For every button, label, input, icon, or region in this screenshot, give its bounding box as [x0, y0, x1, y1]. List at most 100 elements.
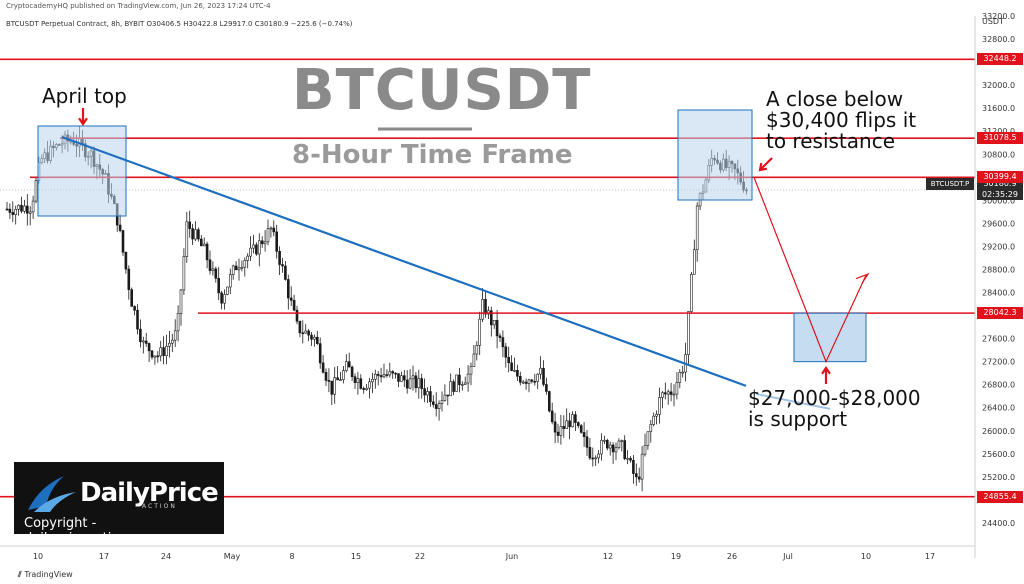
candle-body: [347, 361, 351, 368]
candle-body: [443, 394, 447, 401]
candle-body: [658, 397, 661, 415]
candle-body: [507, 356, 511, 364]
candle-body: [379, 375, 383, 378]
candle-body: [655, 413, 658, 417]
candle-body: [591, 457, 595, 460]
y-tick-label: 28400.0: [982, 289, 1015, 298]
y-tick-label: 29600.0: [982, 219, 1015, 228]
y-tick-label: 29200.0: [982, 242, 1015, 251]
candle-body: [458, 374, 461, 385]
candle-body: [649, 424, 653, 433]
candle-body: [452, 381, 455, 392]
candle-body: [278, 251, 281, 265]
candle-body: [284, 265, 287, 280]
y-tick-label: 31200.0: [982, 127, 1015, 136]
chart-subtitle: 8-Hour Time Frame: [292, 140, 573, 170]
candle-body: [28, 211, 32, 214]
candle-body: [318, 343, 322, 364]
x-tick-label: Jun: [505, 552, 519, 561]
y-tick-label: 31600.0: [982, 104, 1015, 113]
candle-body: [574, 414, 577, 423]
candle-body: [513, 370, 516, 372]
candle-body: [25, 205, 29, 214]
candle-body: [342, 370, 345, 380]
candle-body: [550, 410, 554, 423]
candle-body: [576, 422, 580, 426]
candle-body: [669, 391, 673, 395]
candle-body: [623, 440, 627, 460]
candle-body: [307, 330, 310, 336]
candle-body: [426, 391, 429, 396]
candle-body: [11, 212, 15, 215]
candle-body: [446, 394, 450, 397]
candle-body: [359, 378, 363, 389]
trendline-extension: [755, 392, 831, 410]
dailypriceaction-logo: DailyPrice ACTION Copyright - dailyprice…: [14, 462, 224, 546]
candle-body: [272, 227, 276, 233]
candle-body: [681, 371, 685, 374]
candle-body: [614, 447, 618, 453]
candle-body: [298, 320, 302, 334]
candle-body: [362, 388, 366, 390]
candle-body: [597, 453, 600, 459]
candle-body: [214, 268, 218, 279]
candle-body: [266, 228, 270, 243]
x-tick-label: 8: [289, 552, 294, 561]
candle-body: [226, 286, 229, 295]
candle-body: [191, 228, 194, 240]
candle-body: [295, 309, 299, 322]
candle-body: [478, 318, 482, 346]
x-tick-label: 24: [161, 552, 171, 561]
june-high-zone: [677, 109, 753, 201]
candle-body: [434, 404, 438, 409]
candle-body: [542, 367, 545, 385]
candle-body: [524, 381, 528, 384]
candle-body: [286, 279, 290, 299]
candle-body: [521, 381, 525, 384]
candle-body: [405, 379, 409, 389]
candle-body: [313, 336, 316, 340]
x-tick-label: 19: [671, 552, 681, 561]
candle-body: [675, 382, 679, 395]
level-price-tag: 32448.2: [977, 53, 1023, 66]
candle-body: [144, 340, 148, 344]
candle-body: [220, 292, 223, 304]
candle-body: [371, 378, 374, 383]
candle-body: [516, 370, 519, 377]
candle-body: [466, 373, 470, 384]
x-tick-label: 26: [727, 552, 737, 561]
candle-body: [536, 373, 540, 382]
candle-body: [240, 266, 244, 269]
candle-body: [530, 379, 534, 382]
tradingview-logo-icon: ⫽: [18, 570, 25, 579]
candle-body: [34, 180, 38, 202]
logo-sub: ACTION: [142, 503, 177, 510]
candle-body: [481, 299, 484, 320]
candle-body: [249, 247, 252, 257]
y-tick-label: 26000.0: [982, 427, 1015, 436]
candle-body: [420, 378, 424, 389]
candle-body: [257, 240, 261, 255]
candle-body: [455, 374, 458, 392]
candle-body: [460, 384, 464, 386]
candle-body: [217, 278, 220, 294]
candle-body: [188, 221, 191, 229]
x-tick-label: 17: [99, 552, 109, 561]
y-tick-label: 26800.0: [982, 381, 1015, 390]
candle-body: [382, 374, 386, 378]
candles: [5, 126, 748, 492]
candle-body: [263, 241, 267, 245]
y-tick-label: 25600.0: [982, 450, 1015, 459]
candle-body: [582, 432, 586, 438]
candle-body: [527, 379, 531, 384]
candle-body: [171, 339, 174, 344]
candle-body: [411, 375, 415, 380]
candle-body: [484, 299, 487, 315]
candle-body: [545, 384, 548, 392]
candle-body: [394, 372, 397, 375]
candle-body: [388, 371, 392, 376]
candle-body: [495, 320, 499, 337]
candle-body: [344, 361, 348, 371]
candle-body: [179, 289, 183, 314]
x-tick-label: 12: [603, 552, 613, 561]
